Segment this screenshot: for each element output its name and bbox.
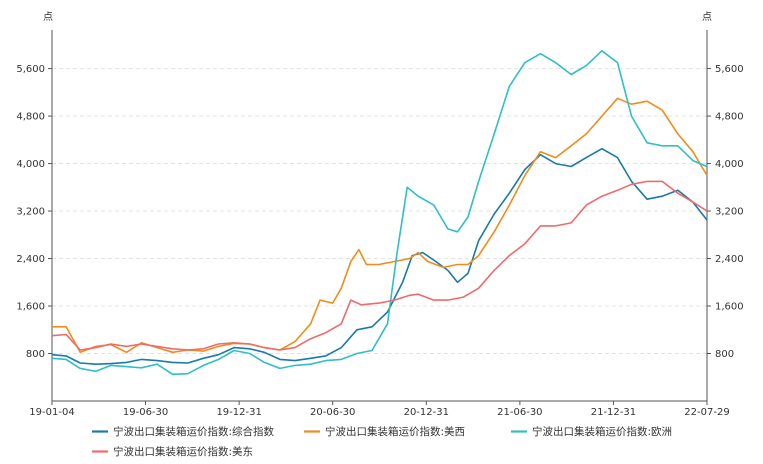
y-tick-label-right: 2,400 [715,254,744,265]
legend-label-2: 宁波出口集装箱运价指数:美西 [325,425,465,438]
left-axis-unit: 点 [43,11,53,23]
y-tick-label-left: 4,000 [16,159,45,170]
x-tick-label: 19-12-31 [216,407,261,418]
y-tick-label-left: 800 [26,349,45,360]
x-tick-label: 21-12-31 [591,407,636,418]
legend-label-1: 宁波出口集装箱运价指数:综合指数 [113,425,275,438]
x-tick-label: 20-12-31 [404,407,449,418]
y-tick-label-right: 800 [715,349,734,360]
legend-label-4: 宁波出口集装箱运价指数:美东 [113,445,253,458]
y-tick-label-left: 3,200 [16,207,45,218]
y-tick-label-right: 4,000 [715,159,744,170]
y-tick-label-right: 4,800 [715,112,744,123]
y-tick-label-right: 5,600 [715,64,744,75]
series-line-3 [51,50,708,376]
series-lines [51,50,708,376]
series-line-1 [51,147,708,365]
y-tick-label-right: 3,200 [715,207,744,218]
series-line-4 [51,180,708,351]
y-tick-label-left: 4,800 [16,112,45,123]
x-tick-label: 21-06-30 [497,407,542,418]
right-axis-unit: 点 [702,11,712,23]
legend-label-3: 宁波出口集装箱运价指数:欧洲 [532,425,672,438]
y-tick-label-left: 2,400 [16,254,45,265]
x-tick-label: 20-06-30 [310,407,355,418]
y-tick-label-right: 1,600 [715,302,744,313]
grid-lines [52,68,707,355]
x-tick-label: 19-06-30 [123,407,168,418]
y-tick-label-left: 1,600 [16,302,45,313]
legend: 宁波出口集装箱运价指数:综合指数 宁波出口集装箱运价指数:美西 宁波出口集装箱运价指… [92,425,672,458]
x-tick-label: 22-07-29 [684,407,729,418]
y-tick-label-left: 5,600 [16,64,45,75]
x-tick-label: 19-01-04 [29,407,74,418]
axes: 800 800 1,600 1,600 2,400 2,400 3,200 3,200 4,00… [16,30,744,418]
series-line-2 [52,97,708,354]
